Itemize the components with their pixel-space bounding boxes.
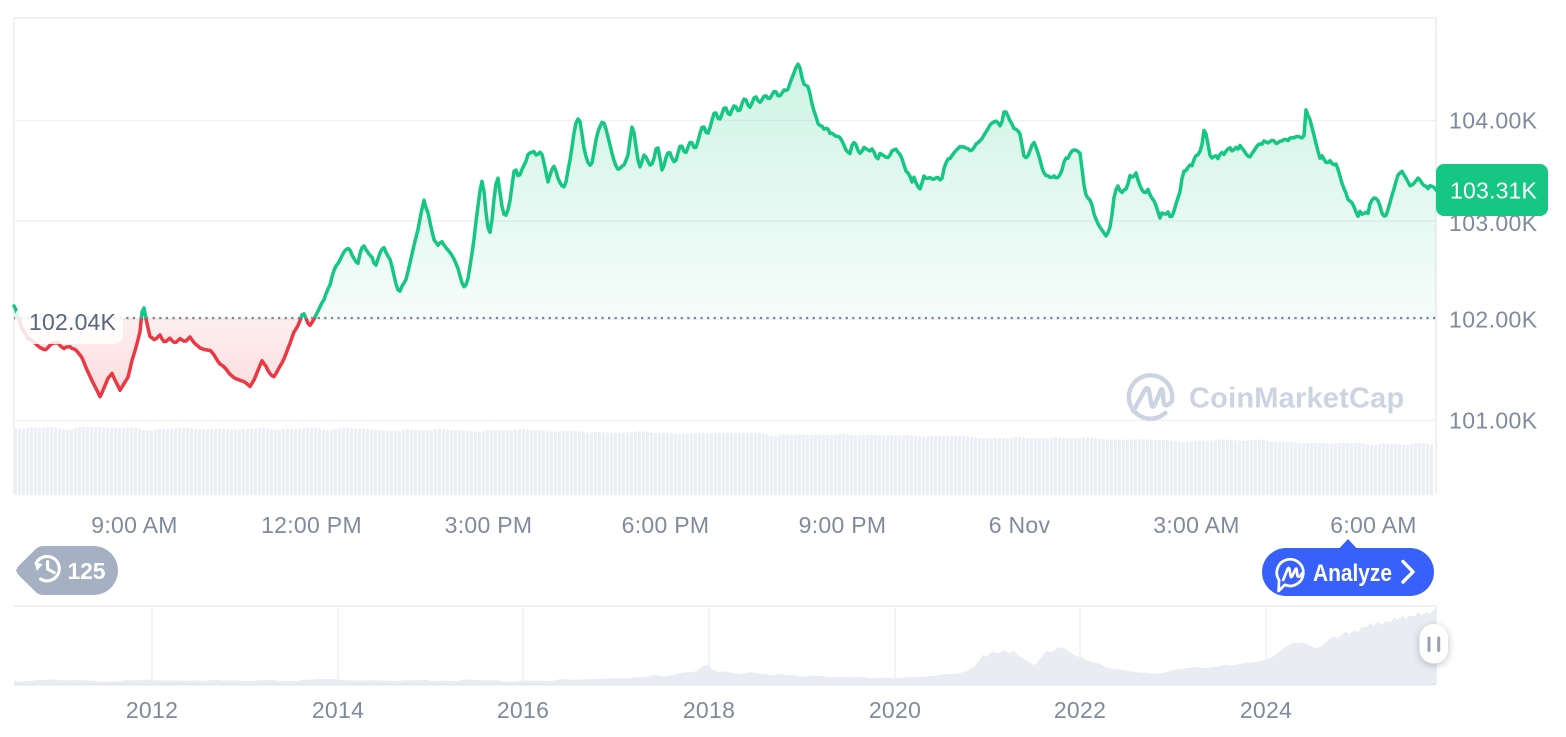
svg-text:CoinMarketCap: CoinMarketCap: [1189, 383, 1405, 415]
svg-text:6:00 AM: 6:00 AM: [1330, 512, 1417, 538]
svg-text:2014: 2014: [312, 697, 364, 723]
svg-text:2024: 2024: [1240, 697, 1292, 723]
svg-text:6 Nov: 6 Nov: [989, 512, 1051, 538]
svg-text:125: 125: [68, 558, 106, 584]
svg-text:102.04K: 102.04K: [29, 309, 117, 335]
svg-text:103.31K: 103.31K: [1450, 178, 1538, 204]
svg-text:3:00 PM: 3:00 PM: [445, 512, 533, 538]
svg-text:3:00 AM: 3:00 AM: [1153, 512, 1240, 538]
svg-text:2016: 2016: [497, 697, 549, 723]
svg-text:6:00 PM: 6:00 PM: [622, 512, 710, 538]
svg-text:104.00K: 104.00K: [1449, 108, 1538, 134]
svg-text:Analyze: Analyze: [1313, 560, 1392, 587]
svg-text:9:00 PM: 9:00 PM: [799, 512, 887, 538]
svg-text:2022: 2022: [1054, 697, 1106, 723]
svg-text:2012: 2012: [126, 697, 178, 723]
svg-text:102.00K: 102.00K: [1449, 307, 1538, 333]
svg-text:2018: 2018: [683, 697, 735, 723]
svg-text:2020: 2020: [869, 697, 921, 723]
svg-text:12:00 PM: 12:00 PM: [261, 512, 362, 538]
svg-text:101.00K: 101.00K: [1449, 408, 1538, 434]
svg-text:9:00 AM: 9:00 AM: [91, 512, 178, 538]
